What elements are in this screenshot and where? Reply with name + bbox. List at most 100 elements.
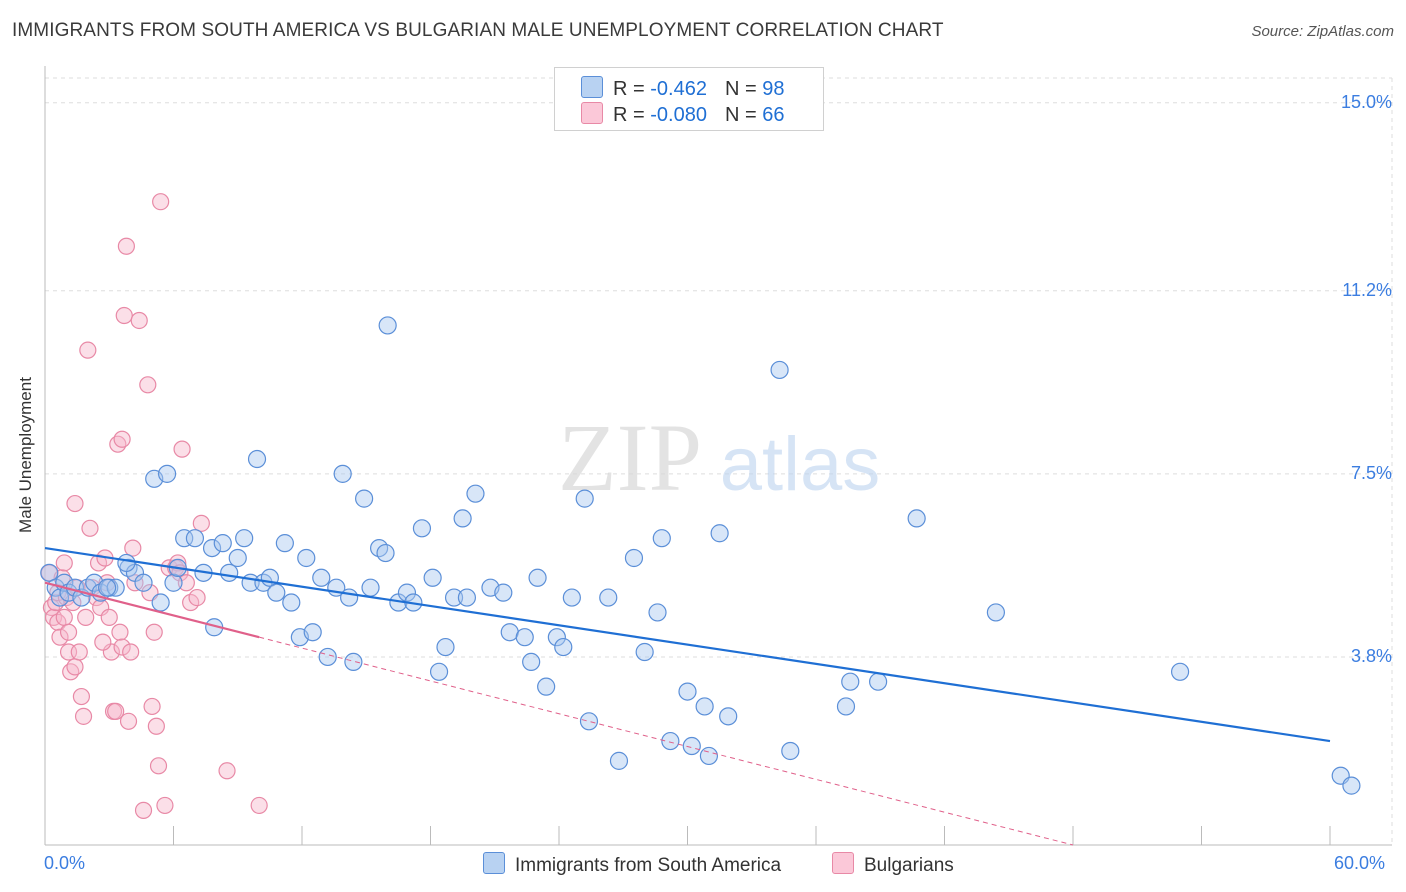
south-america-point — [444, 588, 464, 607]
bulgarians-point — [173, 440, 191, 458]
south-america-point — [648, 603, 667, 622]
south-america-point — [652, 529, 671, 548]
south-america-point — [361, 578, 380, 597]
legend-r-value: -0.080 — [650, 104, 707, 126]
y-tick-label: 15.0% — [1340, 91, 1392, 112]
south-america-point — [453, 509, 472, 528]
south-america-point — [436, 637, 455, 657]
watermark-atlas: atlas — [720, 422, 881, 507]
south-america-point — [282, 593, 301, 612]
bulgarians-point — [107, 702, 125, 720]
south-america-point — [457, 588, 477, 607]
south-america-point — [185, 529, 205, 548]
south-america-point — [275, 534, 294, 553]
bulgarians-points — [40, 193, 268, 819]
bottom-legend-label: Immigrants from South America — [515, 855, 782, 876]
bulgarians-point — [74, 707, 93, 725]
south-america-points — [40, 316, 1361, 795]
south-america-point — [340, 588, 359, 607]
bulgarians-point — [70, 643, 88, 661]
bulgarians-point — [72, 687, 91, 706]
bulgarians-point — [156, 796, 174, 815]
south-america-point — [297, 548, 316, 568]
south-america-point — [378, 316, 397, 335]
south-america-point — [695, 697, 714, 716]
south-america-point — [986, 603, 1006, 622]
bulgarians-point — [152, 193, 170, 211]
south-america-point — [397, 583, 417, 602]
bulgarians-point — [111, 623, 129, 641]
south-america-point — [515, 628, 534, 647]
south-america-point — [303, 623, 322, 642]
watermark-zip: ZIP — [558, 404, 702, 511]
south-america-point — [836, 697, 856, 716]
legend-r-label: R = — [613, 78, 651, 100]
south-america-point — [678, 682, 697, 701]
bulgarians-point — [145, 623, 163, 641]
bulgarians-point — [130, 311, 148, 330]
trend-lines — [44, 547, 1331, 846]
south-america-point — [157, 464, 177, 483]
south-america-point — [841, 672, 860, 691]
bulgarians-point — [115, 306, 133, 325]
source-credit: Source: ZipAtlas.com — [1251, 23, 1394, 40]
south-america-point — [235, 529, 254, 548]
south-america-point — [528, 568, 547, 587]
bulgarians-point — [77, 608, 95, 626]
bulgarians-point — [124, 539, 142, 557]
y-axis-title: Male Unemployment — [16, 377, 35, 533]
bulgarians-point — [250, 796, 268, 815]
legend-n-label: N = — [724, 78, 763, 100]
bulgarians-point — [94, 633, 112, 651]
legend-row-bulgarians: R = -0.080 N = 66 — [581, 102, 784, 126]
south-america-point — [494, 583, 513, 602]
legend-row-south-america: R = -0.462 N = 98 — [581, 76, 784, 100]
bulgarians-point — [51, 628, 69, 646]
south-america-point — [98, 578, 117, 597]
bulgarians-point — [79, 341, 97, 359]
south-america-point — [1170, 662, 1190, 681]
south-america-point — [554, 637, 573, 657]
bulgarians-point — [113, 638, 131, 656]
south-america-point — [635, 642, 654, 662]
bulgarians-point — [134, 801, 153, 819]
south-america-point — [344, 652, 363, 672]
bulgarians-trend-extension — [259, 636, 1074, 846]
bulgarians-point — [218, 762, 236, 780]
south-america-point — [151, 593, 170, 612]
south-america-point — [164, 573, 183, 592]
y-tick-label: 11.2% — [1342, 279, 1392, 300]
bulgarians-point — [55, 608, 73, 626]
south-america-point — [661, 731, 680, 751]
legend-n-label: N = — [724, 104, 763, 126]
south-america-point — [466, 484, 485, 503]
south-america-point — [333, 464, 352, 483]
south-america-point — [376, 543, 395, 563]
chart-title: IMMIGRANTS FROM SOUTH AMERICA VS BULGARI… — [12, 20, 944, 41]
south-america-point — [522, 652, 541, 672]
south-america-point — [228, 548, 247, 568]
south-america-point — [719, 707, 738, 726]
bulgarians-point — [147, 717, 165, 735]
bottom-legend-south-america: Immigrants from South America — [483, 852, 781, 877]
watermark: ZIP atlas — [558, 404, 880, 511]
axes — [44, 66, 1392, 846]
legend-r-value: -0.462 — [650, 78, 707, 100]
bottom-legend-label: Bulgarians — [864, 855, 954, 876]
south-america-point — [562, 588, 581, 607]
x-tick-label-max: 60.0% — [1334, 853, 1386, 873]
south-america-point — [50, 588, 70, 607]
legend-r-label: R = — [613, 104, 651, 126]
south-america-point — [247, 449, 267, 469]
legend-n-value: 98 — [762, 78, 785, 100]
bulgarians-point — [122, 643, 140, 661]
south-america-point — [781, 741, 800, 761]
bulgarians-point — [139, 376, 157, 394]
bulgarians-point — [66, 658, 84, 676]
south-america-point — [267, 583, 286, 602]
south-america-point — [117, 553, 136, 573]
south-america-point — [213, 534, 232, 553]
south-america-point — [609, 751, 629, 770]
south-america-point — [423, 568, 442, 587]
